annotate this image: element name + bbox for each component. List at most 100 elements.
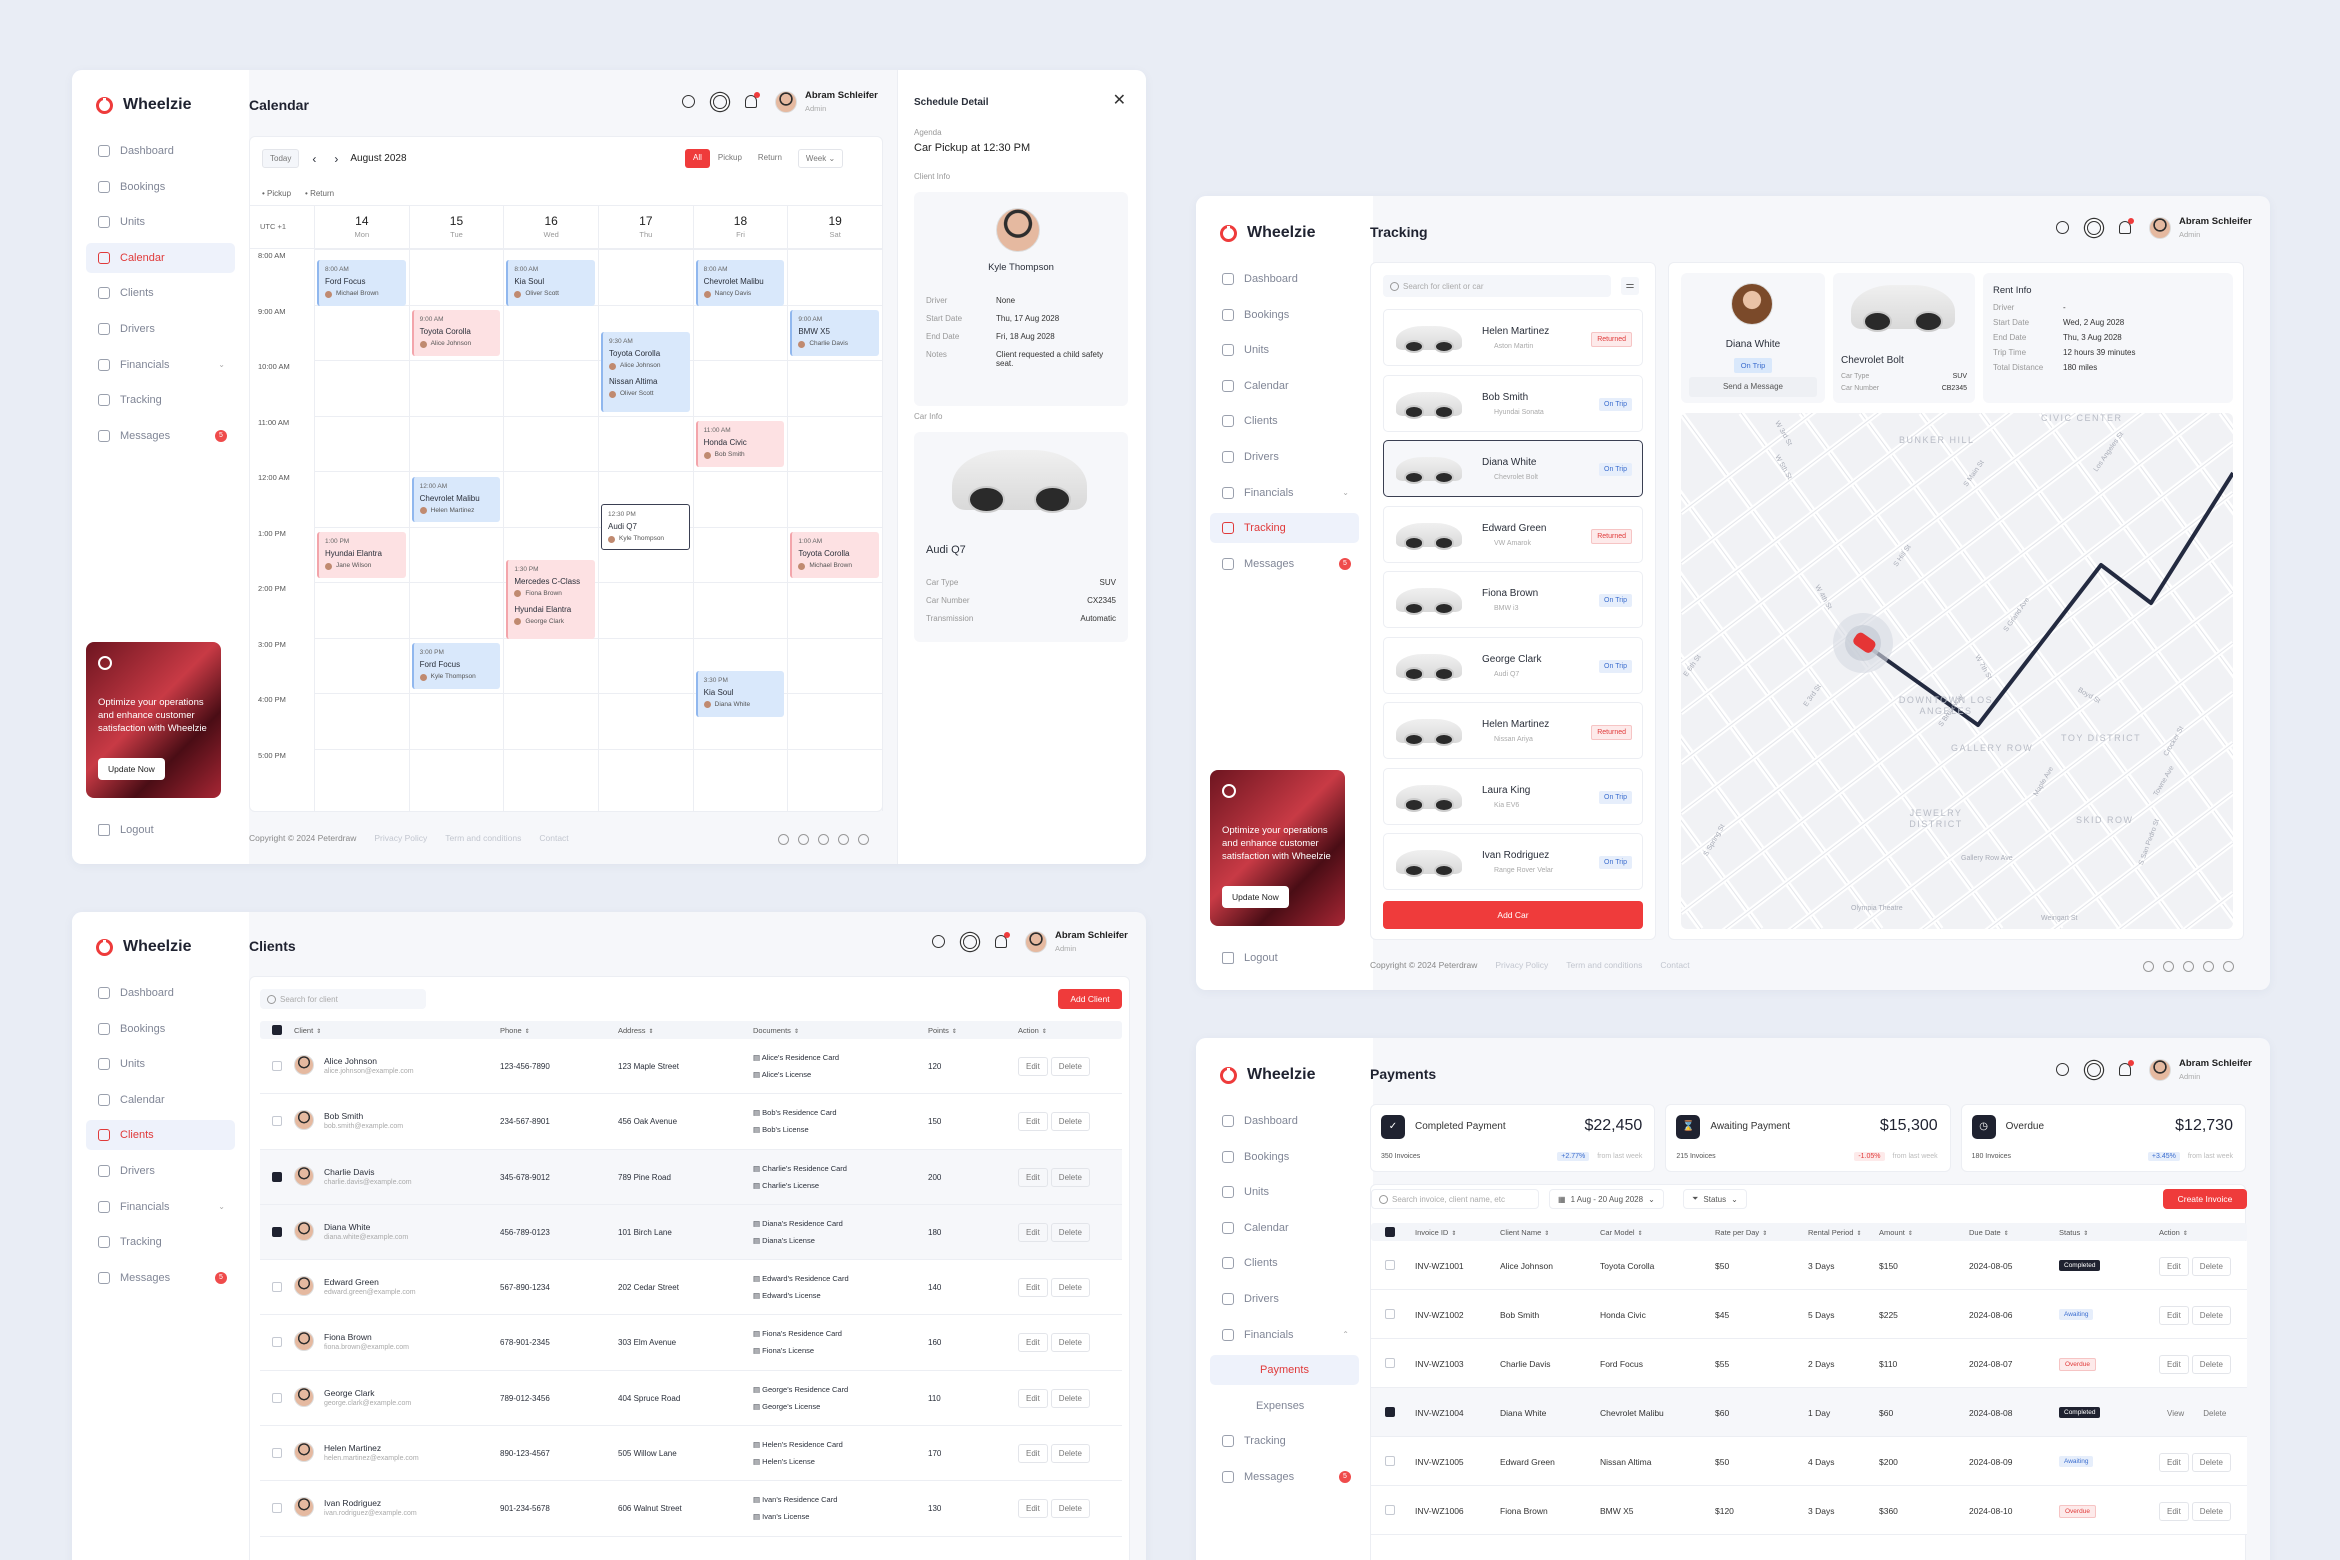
instagram-icon[interactable] bbox=[818, 834, 829, 845]
calendar-event[interactable]: 1:00 PM Hyundai Elantra Jane Wilson bbox=[317, 532, 406, 578]
nav-bookings[interactable]: Bookings bbox=[1210, 1142, 1359, 1172]
tracking-item[interactable]: Helen Martinez Aston Martin Returned bbox=[1383, 309, 1643, 366]
youtube-icon[interactable] bbox=[838, 834, 849, 845]
nav-dashboard[interactable]: Dashboard bbox=[1210, 264, 1359, 294]
nav-messages[interactable]: Messages 5 bbox=[86, 1263, 235, 1293]
edit-button[interactable]: Edit bbox=[2159, 1355, 2189, 1374]
column-header[interactable]: Rate per Day ⇕ bbox=[1715, 1228, 1767, 1237]
search-input[interactable]: Search invoice, client name, etc bbox=[1371, 1189, 1539, 1209]
document-link[interactable]: ▤ George's Residence Card bbox=[753, 1385, 848, 1394]
tracking-item[interactable]: Helen Martinez Nissan Ariya Returned bbox=[1383, 702, 1643, 759]
row-checkbox[interactable] bbox=[272, 1171, 282, 1182]
terms-link[interactable]: Term and conditions bbox=[1566, 960, 1643, 970]
row-checkbox[interactable] bbox=[272, 1337, 282, 1348]
edit-button[interactable]: Edit bbox=[1018, 1444, 1048, 1464]
view-button[interactable]: View bbox=[2167, 1409, 2185, 1418]
edit-button[interactable]: Edit bbox=[1018, 1222, 1048, 1242]
calendar-event[interactable]: 9:00 AM BMW X5 Charlie Davis bbox=[790, 310, 879, 356]
gear-icon[interactable] bbox=[2087, 1062, 2101, 1077]
edit-button[interactable]: Edit bbox=[1018, 1388, 1048, 1408]
column-header[interactable]: Invoice ID ⇕ bbox=[1415, 1228, 1456, 1237]
table-row[interactable]: INV-WZ1004 Diana White Chevrolet Malibu $60… bbox=[1371, 1388, 2247, 1437]
contact-link[interactable]: Contact bbox=[1660, 960, 1690, 970]
search-icon[interactable] bbox=[2056, 221, 2069, 234]
nav-dashboard[interactable]: Dashboard bbox=[86, 978, 235, 1008]
contact-link[interactable]: Contact bbox=[539, 833, 569, 843]
filter-icon[interactable]: ⚌ bbox=[1621, 277, 1639, 295]
filter-return[interactable]: Return bbox=[757, 153, 782, 162]
nav-dashboard[interactable]: Dashboard bbox=[1210, 1106, 1359, 1136]
edit-button[interactable]: Edit bbox=[1018, 1333, 1048, 1353]
column-header[interactable]: Address ⇕ bbox=[618, 1026, 654, 1035]
tracking-item[interactable]: George Clark Audi Q7 On Trip bbox=[1383, 636, 1643, 694]
nav-payments[interactable]: Payments bbox=[1210, 1355, 1359, 1386]
row-checkbox[interactable] bbox=[272, 1503, 282, 1514]
bell-icon[interactable] bbox=[2119, 1060, 2134, 1076]
nav-drivers[interactable]: Drivers bbox=[86, 1156, 235, 1186]
nav-clients[interactable]: Clients bbox=[86, 278, 235, 308]
update-now-button[interactable]: Update Now bbox=[1222, 886, 1289, 908]
edit-button[interactable]: Edit bbox=[1018, 1167, 1048, 1187]
create-invoice-button[interactable]: Create Invoice bbox=[2163, 1189, 2247, 1209]
document-link[interactable]: ▤ Helen's Residence Card bbox=[753, 1440, 843, 1449]
nav-dashboard[interactable]: Dashboard bbox=[86, 136, 235, 166]
search-icon[interactable] bbox=[682, 95, 695, 108]
nav-clients[interactable]: Clients bbox=[1210, 406, 1359, 436]
delete-button[interactable]: Delete bbox=[2191, 1306, 2231, 1325]
nav-bookings[interactable]: Bookings bbox=[1210, 300, 1359, 330]
tracking-item[interactable]: Ivan Rodriguez Range Rover Velar On Trip bbox=[1383, 833, 1643, 890]
nav-units[interactable]: Units bbox=[1210, 335, 1359, 365]
day-header[interactable]: 14 Mon bbox=[314, 206, 409, 250]
row-checkbox[interactable] bbox=[272, 1116, 282, 1127]
tracking-item[interactable]: Diana White Chevrolet Bolt On Trip bbox=[1383, 440, 1643, 497]
row-checkbox[interactable] bbox=[1385, 1358, 1395, 1368]
table-row[interactable]: Edward Green edward.green@example.com 567-… bbox=[260, 1260, 1122, 1316]
delete-button[interactable]: Delete bbox=[1050, 1333, 1090, 1353]
logout-button[interactable]: Logout bbox=[1222, 952, 1278, 964]
avatar[interactable] bbox=[2149, 1058, 2171, 1081]
document-link[interactable]: ▤ Alice's License bbox=[753, 1070, 811, 1079]
row-checkbox[interactable] bbox=[1385, 1505, 1395, 1515]
linkedin-icon[interactable] bbox=[2223, 961, 2234, 972]
facebook-icon[interactable] bbox=[778, 834, 789, 845]
document-link[interactable]: ▤ Alice's Residence Card bbox=[753, 1053, 839, 1062]
delete-button[interactable]: Delete bbox=[1050, 1167, 1090, 1187]
search-icon[interactable] bbox=[932, 935, 945, 948]
filter-all[interactable]: All bbox=[685, 149, 710, 168]
table-row[interactable]: Fiona Brown fiona.brown@example.com 678-90… bbox=[260, 1315, 1122, 1371]
select-all-checkbox[interactable] bbox=[272, 1025, 282, 1035]
nav-clients[interactable]: Clients bbox=[1210, 1248, 1359, 1278]
privacy-link[interactable]: Privacy Policy bbox=[374, 833, 428, 843]
calendar-event[interactable]: 8:00 AM Ford Focus Michael Brown bbox=[317, 260, 406, 307]
delete-button[interactable]: Delete bbox=[2191, 1355, 2231, 1374]
table-row[interactable]: INV-WZ1006 Fiona Brown BMW X5 $120 3 Days $36… bbox=[1371, 1486, 2247, 1535]
calendar-event[interactable]: 1:00 AM Toyota Corolla Michael Brown bbox=[790, 532, 879, 578]
edit-button[interactable]: Edit bbox=[2159, 1453, 2189, 1472]
logo[interactable]: Wheelzie bbox=[1220, 224, 1315, 242]
tracking-item[interactable]: Laura King Kia EV6 On Trip bbox=[1383, 767, 1643, 825]
edit-button[interactable]: Edit bbox=[1018, 1057, 1048, 1076]
instagram-icon[interactable] bbox=[2183, 961, 2194, 972]
nav-tracking[interactable]: Tracking bbox=[86, 385, 235, 415]
gear-icon[interactable] bbox=[713, 94, 727, 109]
nav-bookings[interactable]: Bookings bbox=[86, 1014, 235, 1044]
bell-icon[interactable] bbox=[745, 92, 760, 108]
table-row[interactable]: Charlie Davis charlie.davis@example.com 34… bbox=[260, 1149, 1122, 1205]
calendar-event[interactable]: 12:00 AM Chevrolet Malibu Helen Martinez bbox=[411, 476, 501, 523]
edit-button[interactable]: Edit bbox=[2159, 1306, 2189, 1325]
document-link[interactable]: ▤ Ivan's License bbox=[753, 1512, 809, 1521]
edit-button[interactable]: Edit bbox=[2159, 1502, 2189, 1521]
date-range-select[interactable]: ▦ 1 Aug - 20 Aug 2028 ⌄ bbox=[1549, 1189, 1664, 1209]
document-link[interactable]: ▤ Fiona's License bbox=[753, 1346, 814, 1355]
calendar-event[interactable]: 3:30 PM Kia Soul Diana White bbox=[695, 670, 785, 717]
nav-tracking[interactable]: Tracking bbox=[1210, 1426, 1359, 1456]
row-checkbox[interactable] bbox=[1385, 1456, 1395, 1466]
view-select[interactable]: Week ⌄ bbox=[797, 149, 844, 168]
nav-financials[interactable]: Financials ⌄ bbox=[86, 1192, 235, 1222]
nav-drivers[interactable]: Drivers bbox=[1210, 442, 1359, 472]
delete-button[interactable]: Delete bbox=[2203, 1409, 2227, 1418]
youtube-icon[interactable] bbox=[2203, 961, 2214, 972]
delete-button[interactable]: Delete bbox=[1050, 1222, 1090, 1242]
document-link[interactable]: ▤ Diana's Residence Card bbox=[753, 1219, 843, 1228]
gear-icon[interactable] bbox=[963, 934, 977, 949]
